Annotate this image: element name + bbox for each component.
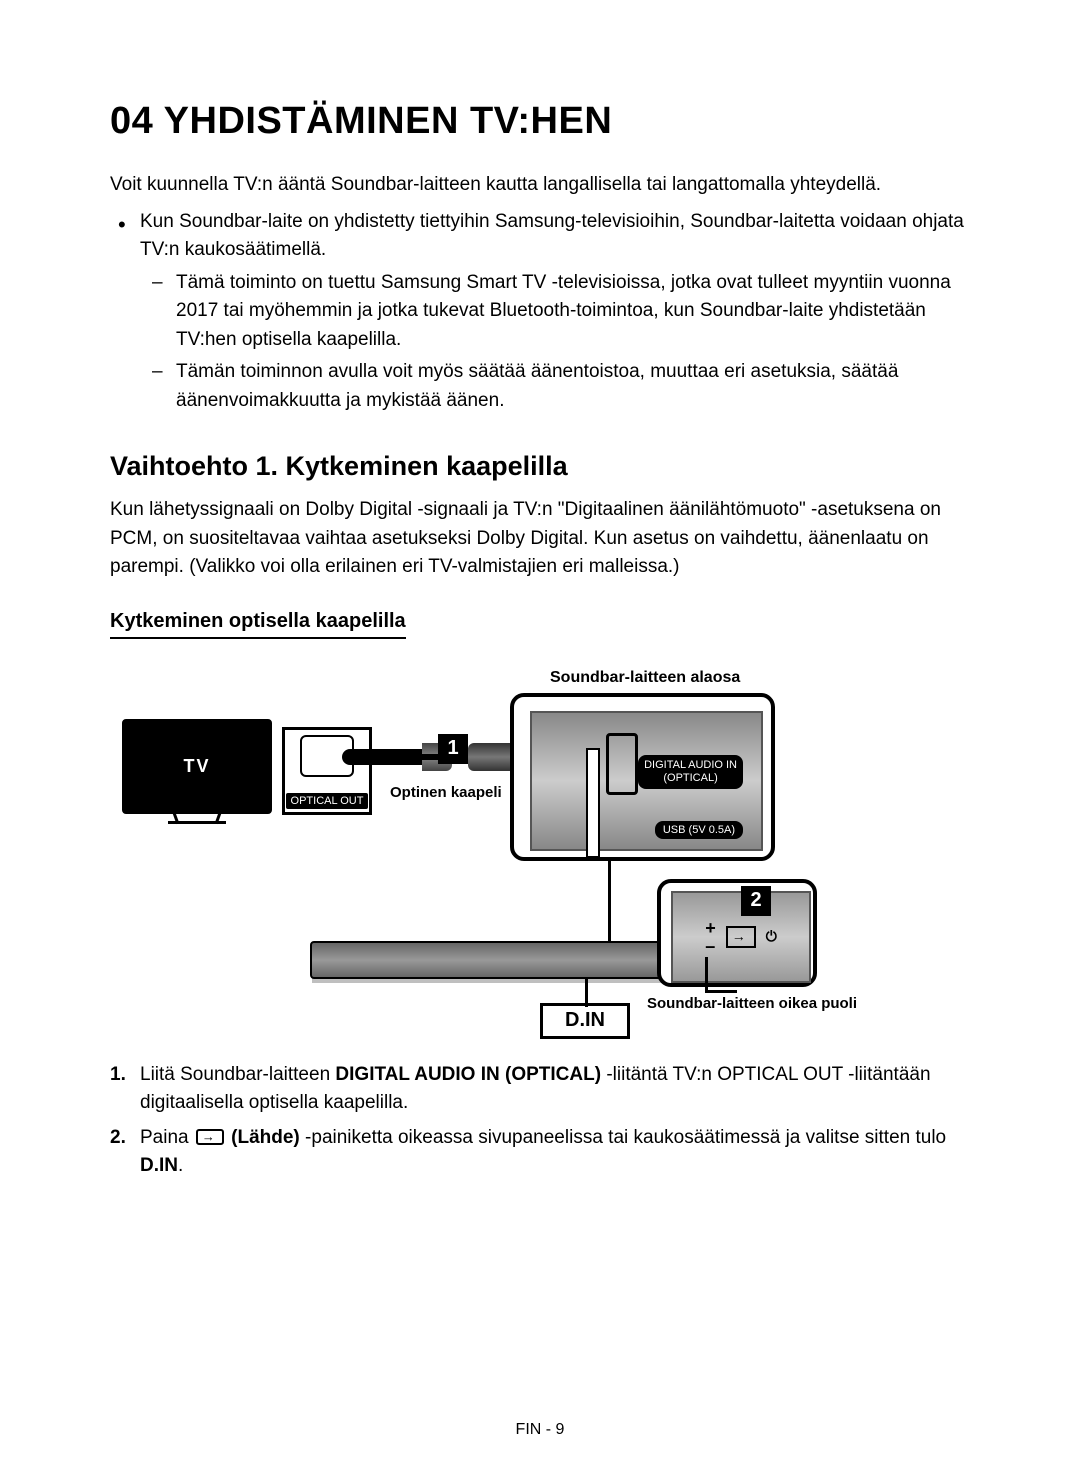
step-item-1: 1. Liitä Soundbar-laitteen DIGITAL AUDIO… [140, 1061, 970, 1118]
dash-list: Tämä toiminto on tuettu Samsung Smart TV… [140, 269, 970, 416]
bullet-item: Kun Soundbar-laite on yhdistetty tiettyi… [140, 208, 970, 416]
soundbar-bottom-zoom: DIGITAL AUDIO IN (OPTICAL) USB (5V 0.5A) [510, 693, 775, 861]
dai-line2: (OPTICAL) [663, 772, 717, 784]
tv-stand-icon [168, 814, 226, 824]
soundbar-side-panel: +– ⏻ [657, 879, 817, 987]
bullet-text: Kun Soundbar-laite on yhdistetty tiettyi… [140, 211, 964, 261]
dash-item: Tämän toiminnon avulla voit myös säätää … [176, 358, 970, 415]
side-connector-line-icon [705, 957, 737, 993]
zoom-inner: DIGITAL AUDIO IN (OPTICAL) USB (5V 0.5A) [530, 711, 763, 851]
diagram-right-label: Soundbar-laitteen oikea puoli [647, 995, 857, 1012]
connection-diagram: Soundbar-laitteen alaosa TV OPTICAL OUT … [110, 669, 970, 1049]
tv-block: TV [122, 719, 272, 814]
step-item-2: 2. Paina (Lähde) -painiketta oikeassa si… [140, 1124, 970, 1181]
step1-bold: DIGITAL AUDIO IN (OPTICAL) [335, 1064, 601, 1085]
step2-text-a: Paina [140, 1127, 194, 1148]
step2-text-d: . [178, 1155, 183, 1176]
digital-audio-in-label: DIGITAL AUDIO IN (OPTICAL) [638, 755, 743, 789]
soundbar-body-icon [310, 941, 705, 979]
step-number-2: 2. [110, 1124, 126, 1153]
sub-heading: Kytkeminen optisella kaapelilla [110, 610, 406, 639]
step2-din: D.IN [140, 1155, 178, 1176]
groove-icon [586, 748, 600, 858]
chapter-title-text: YHDISTÄMINEN TV:HEN [164, 100, 613, 142]
step1-text-a: Liitä Soundbar-laitteen [140, 1064, 335, 1085]
dai-line1: DIGITAL AUDIO IN [644, 759, 737, 771]
volume-icon: +– [705, 919, 716, 955]
dash-item: Tämä toiminto on tuettu Samsung Smart TV… [176, 269, 970, 355]
step-number-1: 1. [110, 1061, 126, 1090]
bullet-list: Kun Soundbar-laite on yhdistetty tiettyi… [110, 208, 970, 416]
source-inline-icon [196, 1129, 224, 1145]
optical-out-label: OPTICAL OUT [286, 793, 368, 809]
tv-label: TV [183, 756, 210, 777]
chapter-number: 04 [110, 100, 153, 142]
step2-text-b: -painiketta oikeassa sivupaneelissa tai … [300, 1127, 946, 1148]
chapter-title: 04 YHDISTÄMINEN TV:HEN [110, 100, 970, 143]
step-marker-2: 2 [741, 886, 771, 916]
optical-port-icon [606, 733, 638, 795]
section-heading: Vaihtoehto 1. Kytkeminen kaapelilla [110, 451, 970, 482]
step2-bold: (Lähde) [226, 1127, 300, 1148]
intro-text: Voit kuunnella TV:n ääntä Soundbar-laitt… [110, 171, 970, 200]
section-body: Kun lähetyssignaali on Dolby Digital -si… [110, 496, 970, 582]
source-icon [726, 926, 756, 948]
power-icon: ⏻ [766, 928, 777, 945]
usb-label: USB (5V 0.5A) [655, 821, 743, 839]
page-footer: FIN - 9 [0, 1421, 1080, 1439]
steps-list: 1. Liitä Soundbar-laitteen DIGITAL AUDIO… [110, 1061, 970, 1181]
din-box: D.IN [540, 1003, 630, 1039]
diagram-top-label: Soundbar-laitteen alaosa [550, 669, 740, 687]
step-marker-1: 1 [438, 734, 468, 764]
cable-label: Optinen kaapeli [390, 784, 502, 801]
